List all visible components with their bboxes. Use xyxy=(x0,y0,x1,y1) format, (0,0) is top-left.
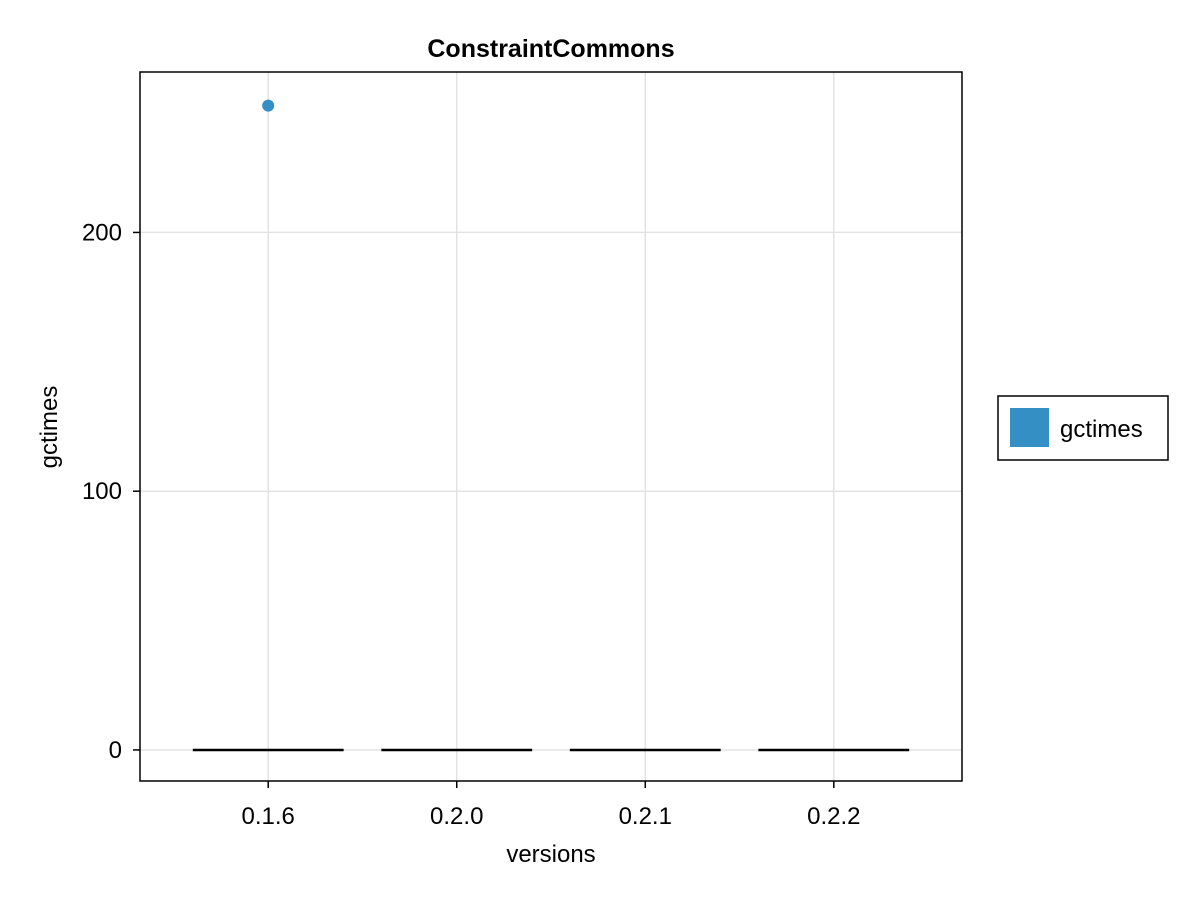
y-tick-label: 100 xyxy=(82,478,122,505)
x-tick-label: 0.1.6 xyxy=(242,803,295,830)
legend-swatch xyxy=(1010,408,1049,447)
x-axis-label: versions xyxy=(506,841,595,868)
chart-title: ConstraintCommons xyxy=(427,35,674,63)
outlier-point xyxy=(262,99,275,112)
y-tick-label: 0 xyxy=(109,737,122,764)
y-tick-label: 200 xyxy=(82,219,122,246)
y-axis-label: gctimes xyxy=(36,386,63,469)
plot-area-frame xyxy=(139,71,963,782)
legend-label: gctimes xyxy=(1060,416,1143,443)
grid xyxy=(140,72,962,781)
x-tick-label: 0.2.1 xyxy=(619,803,672,830)
axis-ticks: 0 100 200 0.1.6 0.2.0 0.2.1 0.2.2 xyxy=(82,219,861,830)
x-tick-label: 0.2.0 xyxy=(430,803,483,830)
legend: gctimes xyxy=(997,395,1169,461)
plot-marks xyxy=(192,99,910,752)
x-tick-label: 0.2.2 xyxy=(807,803,860,830)
